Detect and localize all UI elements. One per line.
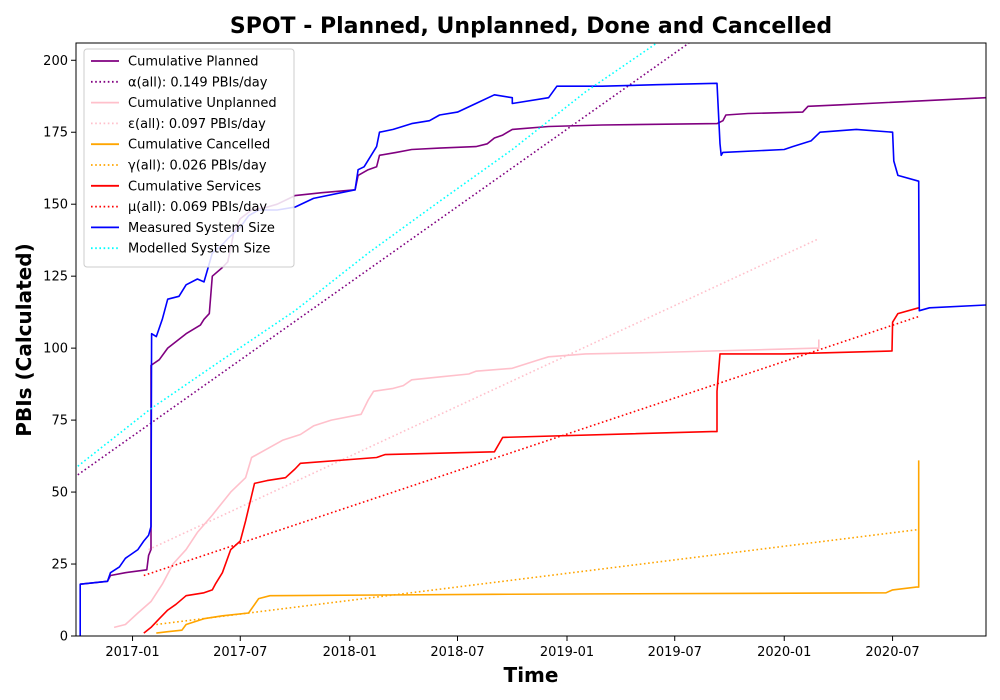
- x-axis-title: Time: [504, 663, 559, 687]
- legend-label: Cumulative Services: [128, 179, 261, 194]
- x-tick-label: 2017-01: [105, 645, 159, 660]
- x-tick-label: 2019-01: [540, 645, 594, 660]
- legend-label: Modelled System Size: [128, 242, 270, 257]
- series-line-5: [156, 528, 919, 626]
- legend-label: Measured System Size: [128, 221, 275, 236]
- chart-title: SPOT - Planned, Unplanned, Done and Canc…: [230, 14, 832, 39]
- series-line-4: [156, 460, 920, 634]
- x-tick-label: 2018-01: [323, 645, 377, 660]
- x-tick-label: 2020-07: [865, 645, 919, 660]
- legend-label: γ(all): 0.026 PBIs/day: [128, 159, 267, 174]
- x-tick-label: 2019-07: [648, 645, 702, 660]
- y-tick-label: 75: [51, 414, 68, 429]
- legend: Cumulative Planned α(all): 0.149 PBIs/day…: [83, 48, 295, 268]
- x-tick-label: 2017-07: [213, 645, 267, 660]
- series-line-6: [143, 307, 919, 634]
- legend-label: Cumulative Unplanned: [128, 96, 277, 111]
- y-tick-label: 25: [51, 558, 68, 573]
- series-line-2: [113, 339, 820, 629]
- legend-label: ε(all): 0.097 PBIs/day: [128, 117, 266, 132]
- legend-label: α(all): 0.149 PBIs/day: [128, 75, 268, 90]
- series-line-1: [77, 43, 690, 476]
- series-line-8: [79, 82, 986, 636]
- axis-ticks: 2017-01 2017-07 2018-01 2018-07 2019-01 2019-…: [43, 54, 920, 660]
- y-tick-label: 125: [43, 270, 68, 285]
- y-axis-title: PBIs (Calculated): [12, 243, 36, 436]
- plot-frame: [75, 42, 987, 637]
- y-tick-label: 0: [60, 630, 68, 645]
- plot-area: [77, 43, 986, 636]
- series-line-0: [80, 96, 986, 585]
- y-tick-label: 200: [43, 54, 68, 69]
- legend-label: μ(all): 0.069 PBIs/day: [128, 200, 267, 215]
- series-line-7: [143, 315, 919, 577]
- x-tick-label: 2018-07: [430, 645, 484, 660]
- y-tick-label: 50: [51, 486, 68, 501]
- series-line-3: [148, 237, 820, 551]
- legend-label: Cumulative Planned: [128, 55, 258, 70]
- y-tick-label: 175: [43, 126, 68, 141]
- y-tick-label: 100: [43, 342, 68, 357]
- legend-box: [83, 48, 295, 268]
- y-tick-label: 150: [43, 198, 68, 213]
- legend-label: Cumulative Cancelled: [128, 138, 270, 153]
- series-line-9: [77, 43, 658, 467]
- x-tick-label: 2020-01: [757, 645, 811, 660]
